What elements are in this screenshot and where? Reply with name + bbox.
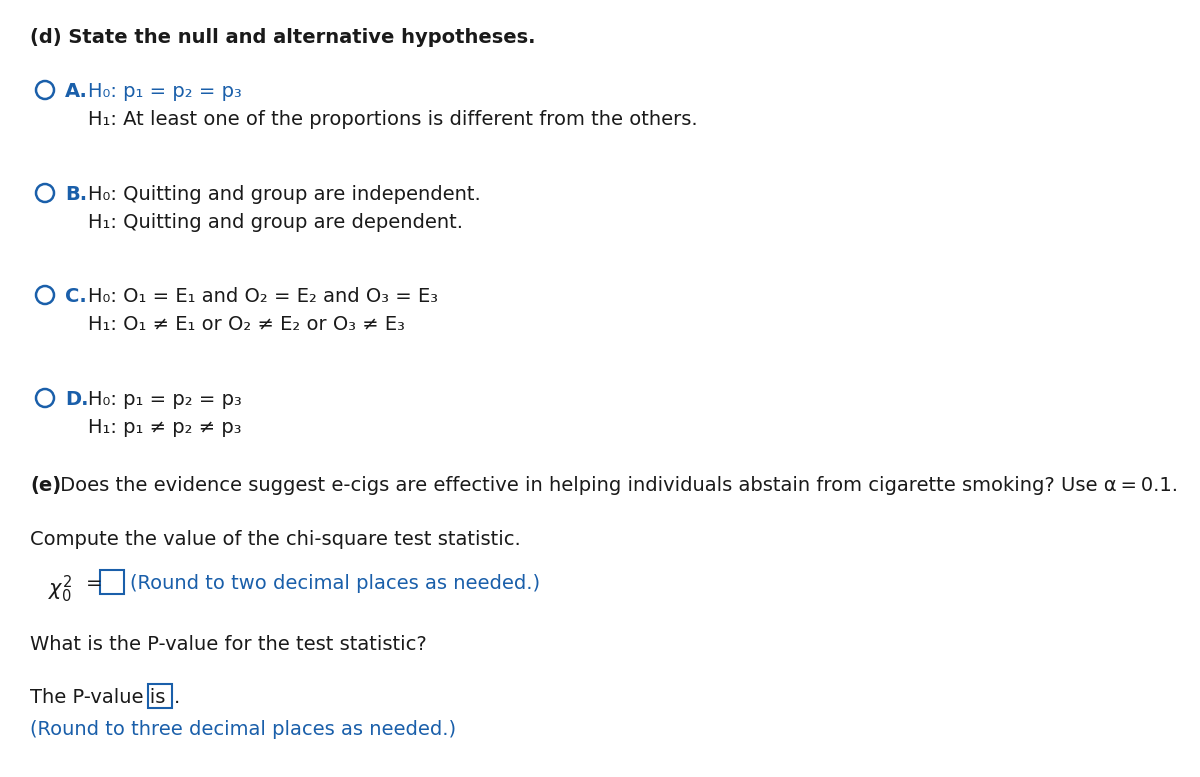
Text: H₁: Quitting and group are dependent.: H₁: Quitting and group are dependent. (88, 213, 463, 232)
Text: =: = (86, 574, 102, 593)
Text: C.: C. (65, 287, 86, 306)
Text: H₁: At least one of the proportions is different from the others.: H₁: At least one of the proportions is d… (88, 110, 697, 129)
Text: What is the P-value for the test statistic?: What is the P-value for the test statist… (30, 635, 427, 654)
Text: H₁: p₁ ≠ p₂ ≠ p₃: H₁: p₁ ≠ p₂ ≠ p₃ (88, 418, 241, 437)
Text: H₀: Quitting and group are independent.: H₀: Quitting and group are independent. (88, 185, 481, 204)
FancyBboxPatch shape (100, 570, 124, 594)
Text: B.: B. (65, 185, 88, 204)
Text: (Round to three decimal places as needed.): (Round to three decimal places as needed… (30, 720, 456, 739)
Text: (e): (e) (30, 476, 61, 495)
Text: .: . (174, 688, 180, 707)
Text: $\chi^2_0$: $\chi^2_0$ (48, 574, 72, 605)
FancyBboxPatch shape (148, 684, 172, 708)
Text: H₀: p₁ = p₂ = p₃: H₀: p₁ = p₂ = p₃ (88, 390, 241, 409)
Text: H₀: O₁ = E₁ and O₂ = E₂ and O₃ = E₃: H₀: O₁ = E₁ and O₂ = E₂ and O₃ = E₃ (88, 287, 438, 306)
Text: D.: D. (65, 390, 89, 409)
Text: The P-value is: The P-value is (30, 688, 166, 707)
Text: (Round to two decimal places as needed.): (Round to two decimal places as needed.) (130, 574, 540, 593)
Text: (d) State the null and alternative hypotheses.: (d) State the null and alternative hypot… (30, 28, 535, 47)
Text: Compute the value of the chi-square test statistic.: Compute the value of the chi-square test… (30, 530, 521, 549)
Text: A.: A. (65, 82, 88, 101)
Text: H₀: p₁ = p₂ = p₃: H₀: p₁ = p₂ = p₃ (88, 82, 241, 101)
Text: Does the evidence suggest e-cigs are effective in helping individuals abstain fr: Does the evidence suggest e-cigs are eff… (54, 476, 1178, 495)
Text: H₁: O₁ ≠ E₁ or O₂ ≠ E₂ or O₃ ≠ E₃: H₁: O₁ ≠ E₁ or O₂ ≠ E₂ or O₃ ≠ E₃ (88, 315, 404, 334)
